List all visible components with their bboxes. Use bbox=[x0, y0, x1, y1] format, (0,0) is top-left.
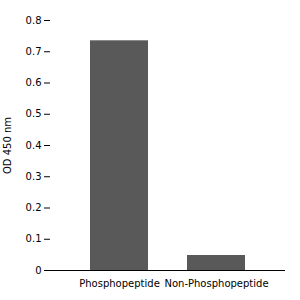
svg-text:0: 0 bbox=[35, 265, 41, 276]
svg-text:0.1: 0.1 bbox=[26, 233, 42, 244]
svg-text:0.6: 0.6 bbox=[26, 77, 42, 88]
svg-text:0.5: 0.5 bbox=[26, 108, 42, 119]
svg-text:OD 450 nm: OD 450 nm bbox=[2, 117, 13, 174]
svg-text:0.4: 0.4 bbox=[26, 140, 42, 151]
svg-text:0.8: 0.8 bbox=[26, 15, 42, 26]
svg-text:Phosphopeptide: Phosphopeptide bbox=[79, 278, 160, 289]
svg-text:0.7: 0.7 bbox=[26, 46, 42, 57]
svg-text:0.3: 0.3 bbox=[26, 171, 42, 182]
svg-text:0.2: 0.2 bbox=[26, 202, 42, 213]
svg-text:Non-Phosphopeptide: Non-Phosphopeptide bbox=[164, 278, 268, 289]
